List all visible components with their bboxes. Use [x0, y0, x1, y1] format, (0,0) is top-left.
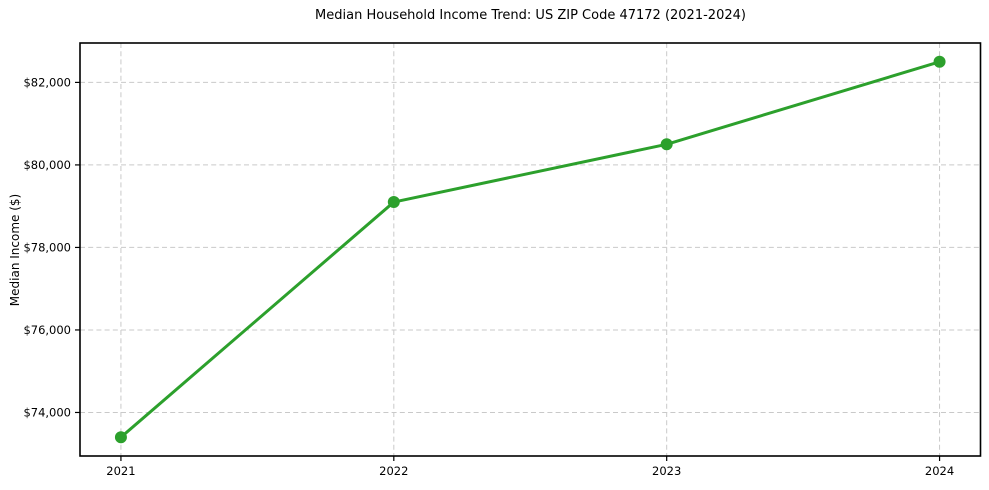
x-tick-label: 2023: [652, 464, 681, 478]
y-tick-label: $74,000: [23, 405, 71, 419]
data-point-marker: [660, 138, 673, 151]
data-point-marker: [387, 196, 400, 209]
x-tick-label: 2021: [106, 464, 135, 478]
y-tick-label: $78,000: [23, 240, 71, 254]
grid-layer: [80, 43, 981, 456]
x-tick-label: 2022: [379, 464, 408, 478]
tick-layer: 2021 2022 2023 2024 $74,000 $76,000 $78,000 $80…: [23, 75, 954, 478]
axes-frame: [79, 42, 982, 457]
trend-line: [119, 60, 941, 439]
y-tick-label: $80,000: [23, 158, 71, 172]
data-point-marker: [933, 55, 946, 68]
data-point-marker: [114, 431, 127, 444]
y-tick-label: $76,000: [23, 323, 71, 337]
x-tick-label: 2024: [925, 464, 954, 478]
chart-title: Median Household Income Trend: US ZIP Co…: [315, 8, 746, 23]
series-layer: [114, 55, 946, 444]
y-tick-label: $82,000: [23, 75, 71, 89]
plot-frame: [79, 42, 982, 457]
